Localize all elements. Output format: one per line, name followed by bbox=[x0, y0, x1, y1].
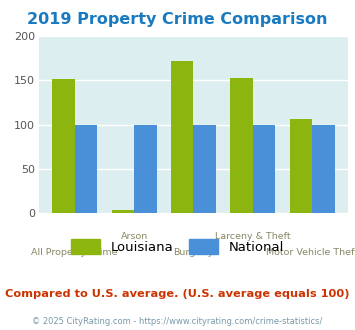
Text: Motor Vehicle Theft: Motor Vehicle Theft bbox=[266, 248, 355, 256]
Text: © 2025 CityRating.com - https://www.cityrating.com/crime-statistics/: © 2025 CityRating.com - https://www.city… bbox=[32, 317, 323, 326]
Legend: Louisiana, National: Louisiana, National bbox=[71, 240, 284, 254]
Bar bbox=[111, 210, 134, 213]
Text: Burglary: Burglary bbox=[173, 248, 214, 256]
Text: All Property Crime: All Property Crime bbox=[32, 248, 118, 256]
Text: Compared to U.S. average. (U.S. average equals 100): Compared to U.S. average. (U.S. average … bbox=[5, 289, 350, 299]
Bar bbox=[193, 124, 216, 213]
Bar bbox=[312, 124, 335, 213]
Text: 2019 Property Crime Comparison: 2019 Property Crime Comparison bbox=[27, 12, 328, 26]
Text: Larceny & Theft: Larceny & Theft bbox=[215, 232, 291, 241]
Bar bbox=[52, 79, 75, 213]
Bar bbox=[75, 124, 97, 213]
Bar bbox=[290, 119, 312, 213]
Bar bbox=[253, 124, 275, 213]
Bar bbox=[171, 61, 193, 213]
Bar bbox=[230, 78, 253, 213]
Text: Arson: Arson bbox=[120, 232, 148, 241]
Bar bbox=[134, 124, 157, 213]
